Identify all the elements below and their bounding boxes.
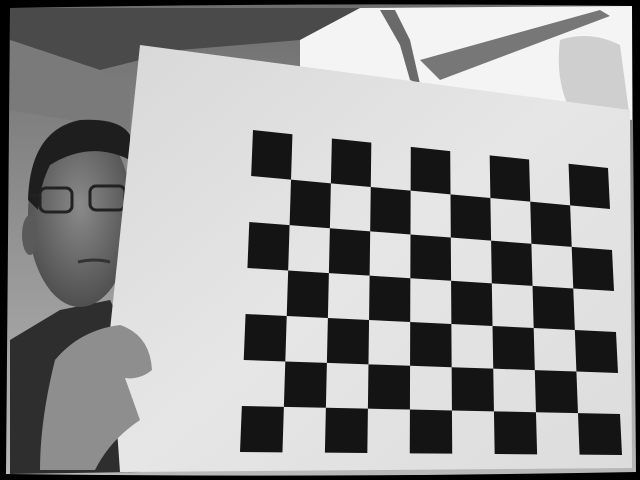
checker-square: [409, 409, 453, 454]
checker-square: [451, 280, 493, 326]
checker-square: [410, 234, 452, 281]
checker-square: [450, 194, 492, 241]
checker-square: [574, 330, 618, 373]
ear: [22, 215, 38, 255]
hand: [40, 325, 152, 470]
tree: [558, 36, 630, 120]
checker-square: [571, 246, 614, 291]
checker-square: [326, 318, 370, 365]
checker-square: [330, 138, 372, 187]
checker-square: [410, 146, 451, 195]
checker-square: [493, 411, 538, 455]
checker-square: [489, 155, 531, 202]
checker-square: [369, 275, 411, 322]
checker-square: [451, 367, 494, 412]
window-frame: [380, 10, 420, 84]
checker-square: [410, 322, 452, 368]
checker-square: [283, 361, 327, 408]
checker-square: [328, 228, 371, 276]
glasses: [38, 186, 74, 214]
checker-square: [247, 222, 290, 271]
checker-square: [530, 201, 572, 247]
checker-square: [367, 364, 411, 410]
window-frame: [420, 10, 610, 80]
checker-square: [370, 187, 411, 235]
checker-square: [286, 270, 329, 318]
wall-corner: [10, 40, 130, 130]
checker-square: [243, 314, 287, 362]
checkerboard: [240, 130, 622, 455]
ceiling: [10, 8, 360, 70]
checker-square: [324, 407, 368, 453]
checker-square: [240, 406, 284, 453]
checker-square: [492, 326, 535, 371]
checker-square: [534, 370, 578, 414]
glasses: [29, 193, 41, 198]
checker-square: [491, 240, 533, 286]
checker-square: [532, 285, 575, 330]
hair: [28, 119, 130, 210]
mouth: [77, 258, 111, 264]
checker-square: [577, 413, 622, 455]
checker-square: [251, 130, 293, 180]
checker-square: [289, 179, 331, 229]
checker-square: [568, 163, 610, 209]
